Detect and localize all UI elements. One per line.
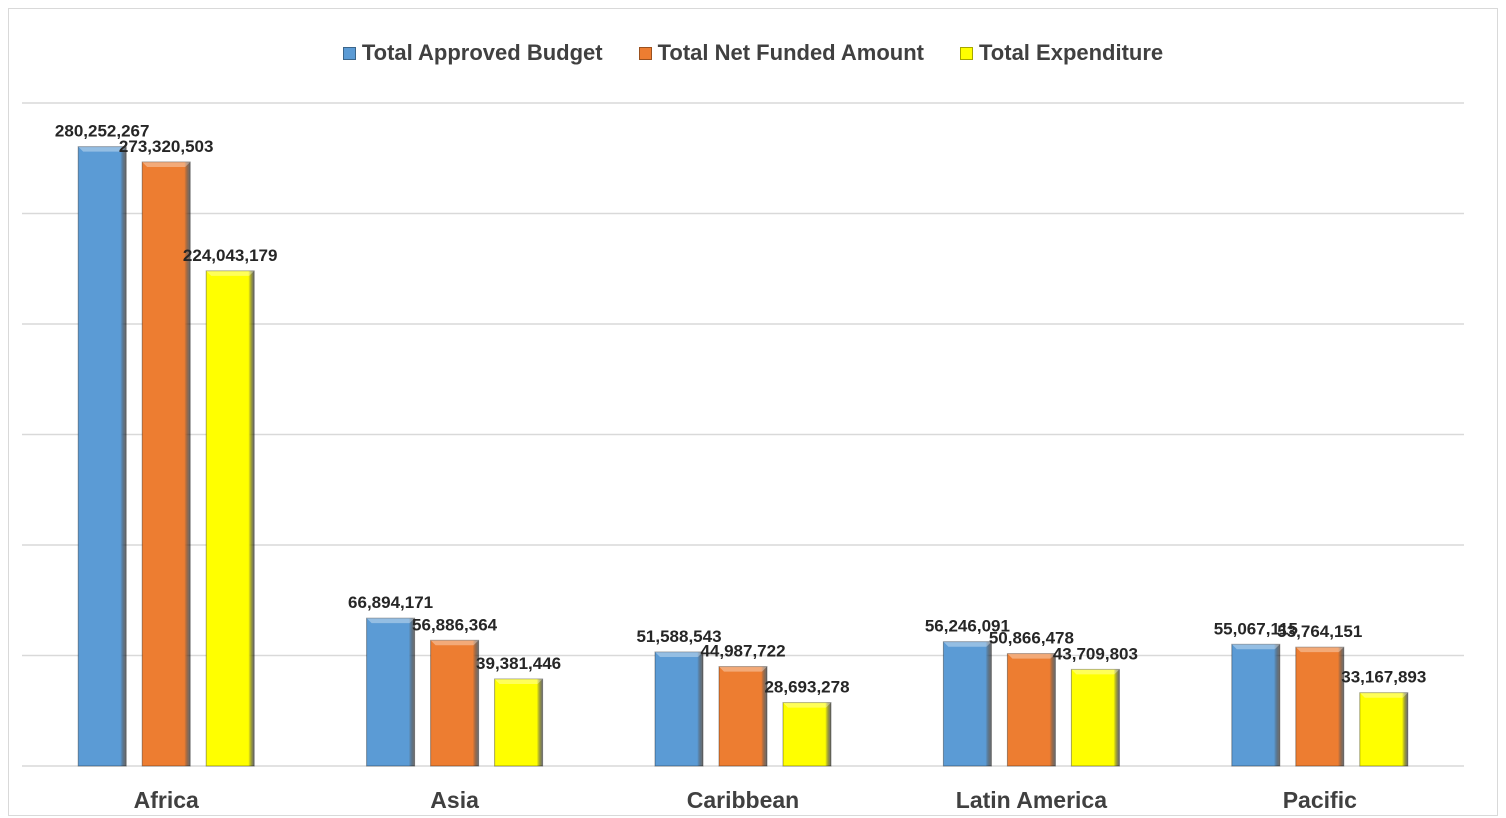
- data-label: 50,866,478: [989, 629, 1074, 648]
- category-label: Latin America: [956, 787, 1107, 813]
- data-label: 56,886,364: [412, 615, 498, 634]
- data-label: 39,381,446: [476, 654, 561, 673]
- bar-cap: [78, 146, 127, 152]
- bar-asia-series-1: [430, 639, 480, 767]
- category-label: Asia: [430, 787, 479, 813]
- bar-africa-series-2: [205, 270, 255, 767]
- bar-asia-series-2: [494, 678, 544, 767]
- data-label: 43,709,803: [1053, 644, 1138, 663]
- legend-item-expenditure: Total Expenditure: [960, 40, 1163, 66]
- bar-caribbean-series-1: [718, 666, 768, 767]
- bar-cap: [783, 702, 831, 708]
- bar-cap: [1071, 669, 1120, 675]
- data-label: 66,894,171: [348, 593, 433, 612]
- data-label: 55,067,115: [1214, 619, 1298, 638]
- bar-cap: [142, 161, 191, 167]
- bar-cap: [719, 666, 767, 672]
- bar-africa-series-0: [77, 146, 127, 767]
- bar-caribbean-series-2: [782, 702, 832, 767]
- data-label: 28,693,278: [764, 678, 849, 697]
- legend-label-net-funded: Total Net Funded Amount: [657, 40, 924, 65]
- bar-cap: [494, 678, 543, 684]
- data-label: 224,043,179: [183, 246, 278, 265]
- bar-caribbean-series-0: [654, 651, 704, 767]
- chart-legend: Total Approved Budget Total Net Funded A…: [0, 40, 1506, 66]
- legend-item-approved-budget: Total Approved Budget: [342, 40, 603, 66]
- data-label: 56,246,091: [925, 617, 1010, 636]
- legend-swatch-approved-budget: [342, 46, 356, 60]
- data-label: 44,987,722: [700, 642, 785, 661]
- bar-cap: [1231, 644, 1280, 650]
- bar-cap: [1359, 692, 1408, 698]
- data-label: 33,167,893: [1341, 668, 1426, 687]
- legend-swatch-net-funded: [638, 46, 652, 60]
- bar-pacific-series-0: [1231, 643, 1281, 767]
- bar-latin-america-series-1: [1006, 653, 1056, 767]
- bar-cap: [366, 618, 415, 624]
- data-label: 273,320,503: [119, 137, 214, 156]
- category-label: Africa: [134, 787, 199, 813]
- bar-pacific-series-2: [1359, 692, 1409, 767]
- bar-africa-series-1: [141, 161, 191, 767]
- bar-cap: [655, 651, 703, 657]
- bar-cap: [206, 270, 255, 276]
- bar-cap: [1295, 647, 1344, 653]
- bar-cap: [430, 640, 479, 646]
- bar-latin-america-series-2: [1070, 668, 1120, 767]
- legend-label-expenditure: Total Expenditure: [979, 40, 1164, 65]
- bar-pacific-series-1: [1295, 646, 1345, 767]
- bar-cap: [943, 641, 992, 647]
- bar-cap: [1007, 653, 1056, 659]
- legend-swatch-expenditure: [960, 46, 973, 60]
- data-label: 280,252,267: [55, 122, 150, 141]
- data-label: 51,588,543: [636, 627, 721, 646]
- legend-label-approved-budget: Total Approved Budget: [361, 40, 603, 65]
- bar-asia-series-0: [366, 617, 416, 767]
- category-label: Pacific: [1283, 787, 1357, 813]
- legend-item-net-funded: Total Net Funded Amount: [638, 40, 924, 66]
- data-label: 53,764,151: [1277, 622, 1362, 641]
- bar-latin-america-series-0: [942, 641, 992, 767]
- category-label: Caribbean: [687, 787, 799, 813]
